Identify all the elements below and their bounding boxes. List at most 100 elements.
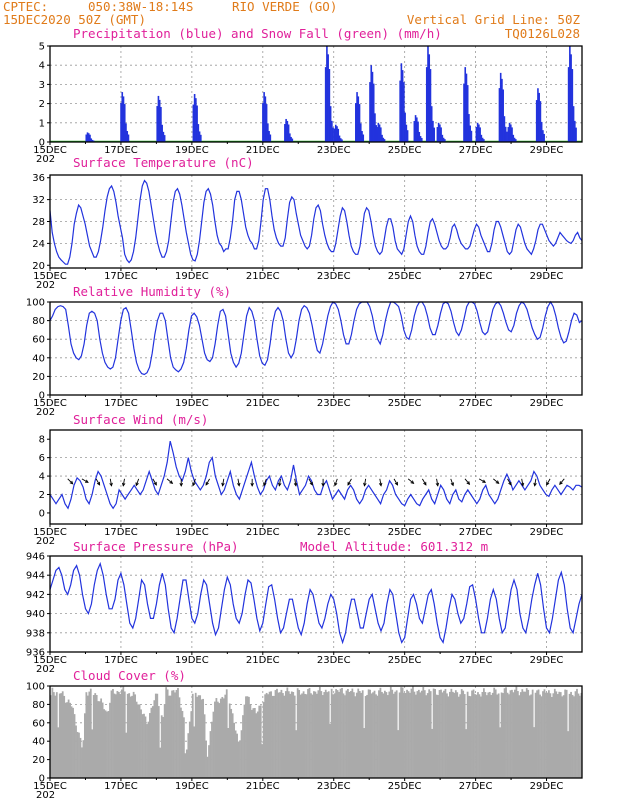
cloud-bar — [197, 695, 200, 778]
cloud-bar — [171, 690, 173, 778]
wind-arrow-head — [520, 482, 525, 487]
cloud-bar — [264, 694, 267, 778]
cloud-bar — [250, 709, 253, 778]
wind-xtick-label: 17DEC — [104, 527, 138, 538]
precip-bar — [196, 105, 198, 142]
wind-arrow-head — [363, 482, 367, 487]
cloud-xtick-label: 27DEC — [459, 781, 493, 792]
precip-bar — [465, 73, 468, 142]
cloud-bar — [512, 692, 515, 778]
cloud-bar — [348, 691, 351, 778]
cloud-bar — [314, 691, 317, 778]
cloud-bar — [180, 707, 182, 778]
precip-bar — [483, 139, 485, 142]
cloud-bar — [289, 693, 292, 778]
cloud-bar — [508, 694, 510, 778]
wind-xtick-label: 15DEC — [33, 527, 67, 538]
cloud-bar — [149, 713, 151, 778]
cloud-bar — [330, 688, 333, 778]
cloud-bar — [423, 690, 426, 778]
cloud-bar — [410, 688, 413, 778]
wind-arrow — [109, 478, 112, 486]
precip-bar — [481, 137, 484, 142]
wind-ytick-label: 4 — [39, 472, 45, 483]
cloud-bar — [342, 693, 345, 778]
precip-bar — [361, 131, 363, 142]
precip-bar — [413, 121, 416, 142]
precip-bar — [543, 133, 545, 142]
cloud-bar — [259, 705, 262, 778]
cloud-bar — [166, 689, 169, 778]
cloud-bar — [574, 691, 577, 778]
cloud-bar — [307, 689, 309, 778]
cloud-bar — [50, 695, 52, 778]
cloud-bar — [451, 691, 454, 778]
precip-bar — [442, 137, 445, 142]
precip-xtick-label: 23DEC — [317, 145, 351, 156]
cloud-bar — [500, 692, 503, 778]
precip-bar — [326, 46, 328, 142]
wind-arrow-head — [334, 482, 338, 487]
cloud-bar — [168, 695, 170, 778]
cloud-bar — [440, 689, 442, 778]
precip-bar — [440, 127, 442, 142]
cloud-bar — [305, 694, 308, 778]
rh-ytick-label: 60 — [32, 335, 45, 346]
cloud-bar — [546, 692, 549, 778]
wind-series-line — [49, 440, 583, 510]
wind-arrow — [308, 478, 313, 486]
precip-ytick-label: 0 — [39, 138, 45, 149]
cloud-bar — [287, 691, 290, 778]
rh-ytick-label: 100 — [26, 298, 45, 309]
cloud-bar — [484, 692, 487, 778]
cloud-bar — [530, 694, 533, 778]
cloud-bar — [249, 704, 252, 778]
wind-arrow-head — [546, 481, 550, 486]
press-ytick-label: 940 — [26, 609, 45, 620]
cloud-bar — [109, 702, 111, 778]
cloud-bar — [545, 692, 547, 778]
cloud-bar — [341, 687, 343, 778]
cloud-bar — [552, 693, 555, 778]
precip-bar — [160, 106, 162, 142]
cloud-bar — [345, 690, 348, 778]
cloud-bar — [432, 688, 435, 778]
cloud-bar — [516, 691, 519, 778]
precip-bar — [404, 112, 406, 142]
cloud-bar — [332, 694, 335, 778]
wind-arrow — [559, 478, 565, 485]
precip-xtick-label: 19DEC — [175, 145, 209, 156]
cloud-bar — [382, 693, 385, 778]
press-ytick-label: 942 — [26, 590, 45, 601]
wind-arrow — [81, 478, 89, 483]
cloud-bar — [268, 691, 271, 778]
cloud-bar — [258, 705, 261, 778]
precip-bar — [371, 71, 374, 142]
cloud-bar — [490, 694, 493, 778]
wind-arrow — [379, 478, 382, 486]
precip-bar — [327, 54, 329, 142]
cloud-bar — [573, 696, 575, 778]
cloud-bar — [252, 708, 255, 778]
cloud-bar — [360, 692, 363, 778]
cloud-bar — [224, 694, 227, 778]
cloud-bar — [110, 690, 113, 778]
wind-arrow-head — [69, 480, 74, 485]
precip-xtick-label: 27DEC — [459, 145, 493, 156]
cloud-xtick-label: 21DEC — [246, 781, 280, 792]
wind-arrow-head — [221, 482, 225, 487]
cloud-bar — [355, 692, 358, 778]
cloud-bar — [437, 695, 439, 778]
precip-bar — [329, 106, 332, 142]
precip-bar — [439, 124, 441, 142]
cloud-bar — [208, 745, 210, 778]
cloud-bar — [174, 692, 176, 778]
wind-arrow-head — [278, 482, 282, 487]
precip-bar — [290, 136, 292, 142]
cloud-bar — [559, 692, 562, 778]
cloud-bar — [344, 695, 346, 778]
precip-bar — [285, 118, 287, 142]
precip-bar — [400, 63, 403, 142]
cloud-bar — [568, 693, 571, 778]
cloud-bar — [383, 690, 386, 778]
